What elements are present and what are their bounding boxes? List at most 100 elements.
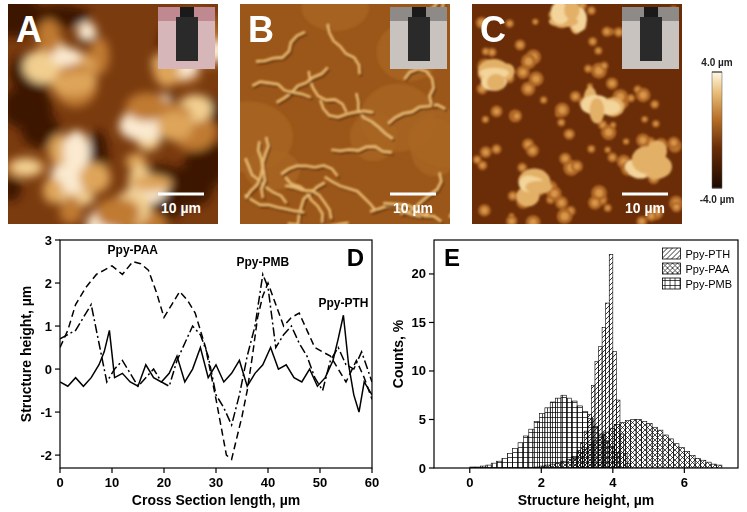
afm-grain	[623, 138, 630, 145]
afm-grain-top	[561, 212, 569, 220]
histogram-bar	[609, 255, 613, 468]
afm-grain	[604, 146, 611, 153]
afm-grain-top	[605, 129, 613, 137]
afm-ridge-shadow	[254, 84, 312, 100]
afm-grain-top	[532, 75, 539, 82]
afm-ridge	[285, 177, 322, 223]
inset-sample	[640, 17, 662, 61]
x-axis-title: Cross Section length, µm	[132, 492, 300, 508]
x-tick-label: 30	[209, 475, 223, 490]
afm-grain-top	[652, 102, 656, 106]
histogram-bar	[717, 465, 722, 468]
colorbar-tick-label: -4.0 µm	[700, 194, 735, 205]
scale-bar-label: 10 µm	[161, 200, 201, 216]
afm-grain	[570, 91, 581, 102]
plot-area	[470, 255, 722, 468]
afm-mound	[589, 98, 604, 123]
plot-frame	[434, 240, 738, 468]
y-tick	[429, 419, 434, 420]
afm-ridge	[388, 105, 445, 124]
y-tick-label: 2	[45, 276, 52, 291]
afm-grain	[607, 153, 617, 163]
x-tick-label: 2	[538, 475, 545, 490]
x-tick	[59, 468, 60, 473]
histogram-bar	[470, 467, 475, 468]
afm-grain	[491, 105, 503, 117]
afm-image	[240, 4, 450, 224]
histogram-bar	[668, 439, 673, 468]
afm-texture	[473, 4, 682, 224]
afm-grain-top	[606, 206, 610, 210]
colorbar-tick	[712, 72, 722, 73]
legend-label: Ppy-PAA	[686, 263, 730, 275]
afm-grain	[532, 18, 539, 25]
afm-grain-top	[559, 120, 563, 124]
histogram-bar	[647, 423, 652, 468]
afm-grain-top	[595, 189, 603, 197]
afm-grain-top	[494, 147, 499, 152]
legend-swatch	[663, 278, 681, 289]
inset-sample	[176, 17, 198, 61]
colorbar-tick	[712, 188, 722, 189]
afm-texture	[8, 4, 218, 224]
afm-grain	[478, 204, 490, 216]
afm-image	[8, 4, 218, 224]
afm-mound	[43, 178, 63, 204]
x-tick	[163, 468, 164, 473]
histogram-bar	[550, 464, 555, 468]
afm-mound	[50, 73, 94, 95]
data-line	[60, 315, 372, 412]
histogram-bar	[652, 427, 657, 468]
afm-grain-top	[580, 4, 585, 8]
x-tick	[371, 468, 372, 473]
afm-grain	[588, 196, 601, 209]
histogram-bar	[706, 462, 711, 468]
afm-grain	[482, 116, 489, 123]
histogram-bar	[584, 431, 588, 468]
y-axis-title: Counts, %	[390, 319, 406, 388]
afm-grain-top	[559, 106, 566, 113]
y-tick-label: -1	[40, 405, 52, 420]
afm-grain	[600, 62, 609, 71]
legend-label: Ppy-PMB	[686, 278, 732, 290]
x-tick-label: 10	[105, 475, 119, 490]
afm-grain-top	[490, 50, 495, 55]
afm-grain-top	[483, 149, 489, 155]
afm-grain-top	[640, 91, 647, 98]
x-tick-label: 40	[261, 475, 275, 490]
histogram-bar	[711, 464, 716, 468]
afm-mound	[12, 158, 40, 176]
afm-grain-top	[562, 156, 568, 162]
afm-image	[472, 4, 682, 224]
afm-grain	[668, 137, 680, 149]
series-label: Ppy-PMB	[236, 255, 289, 269]
x-tick-label: 50	[313, 475, 327, 490]
afm-grain-top	[484, 118, 488, 122]
histogram-bar	[595, 361, 599, 468]
afm-grain	[606, 77, 618, 89]
series-label: Ppy-PTH	[318, 296, 368, 310]
histogram-bar	[663, 435, 668, 468]
y-tick-label: 20	[412, 266, 426, 281]
histogram-bar	[658, 430, 663, 468]
afm-grain	[610, 122, 616, 128]
afm-mound	[487, 74, 505, 91]
afm-grain-top	[514, 113, 519, 118]
afm-grain	[555, 103, 569, 117]
afm-grain	[650, 100, 659, 109]
histogram-bar	[566, 459, 571, 468]
histogram-bar	[627, 463, 631, 468]
histogram-bar	[613, 352, 617, 468]
afm-grain-top	[520, 69, 527, 76]
afm-grain-top	[600, 123, 605, 128]
y-tick	[55, 411, 60, 412]
afm-ridge	[404, 69, 433, 105]
afm-grain	[604, 204, 612, 212]
afm-grain-top	[573, 94, 578, 99]
afm-grain-top	[494, 108, 500, 114]
y-tick-label: 5	[419, 412, 426, 427]
y-tick	[55, 239, 60, 240]
x-tick-label: 20	[157, 475, 171, 490]
afm-ridge	[320, 100, 373, 117]
afm-grain	[588, 37, 597, 46]
